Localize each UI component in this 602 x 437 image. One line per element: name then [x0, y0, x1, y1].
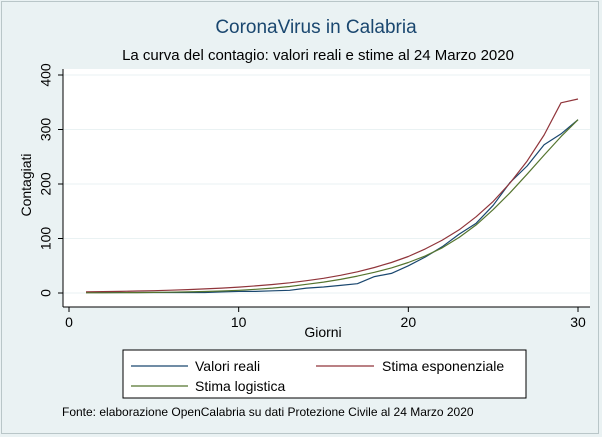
x-tick-label-20: 20: [401, 314, 417, 330]
y-tick-label-0: 0: [38, 289, 54, 297]
plot-area: [63, 69, 590, 307]
legend-label-stima-esponenziale: Stima esponenziale: [382, 358, 504, 374]
series-line-stima-esponenziale: [85, 98, 579, 293]
y-tick-label-300: 300: [38, 118, 54, 142]
y-axis-label: Contagiati: [18, 153, 34, 216]
x-tick-label-30: 30: [570, 314, 586, 330]
x-axis-label: Giorni: [304, 324, 341, 340]
x-tick-label-0: 0: [65, 314, 73, 330]
y-tick-label-200: 200: [38, 172, 54, 196]
source-note: Fonte: elaborazione OpenCalabria su dati…: [62, 405, 474, 419]
legend: [122, 349, 527, 399]
legend-label-valori-reali: Valori reali: [195, 358, 260, 374]
chart-title: CoronaVirus in Calabria: [215, 17, 417, 38]
legend-item-stima-logistica: Stima logistica: [131, 378, 285, 394]
series: [85, 98, 579, 294]
series-line-stima-logistica: [86, 119, 579, 294]
gridlines: [63, 74, 590, 294]
legend-item-stima-esponenziale: Stima esponenziale: [316, 358, 504, 374]
x-tick-label-10: 10: [231, 314, 247, 330]
x-ticks: 0 10 20 30: [65, 307, 586, 330]
y-ticks: 0 100 200 300 400: [38, 63, 63, 297]
chart-subtitle: La curva del contagio: valori reali e st…: [122, 47, 514, 64]
legend-label-stima-logistica: Stima logistica: [195, 378, 285, 394]
legend-item-valori-reali: Valori reali: [131, 358, 260, 374]
y-tick-label-100: 100: [38, 227, 54, 251]
y-tick-label-400: 400: [38, 63, 54, 87]
